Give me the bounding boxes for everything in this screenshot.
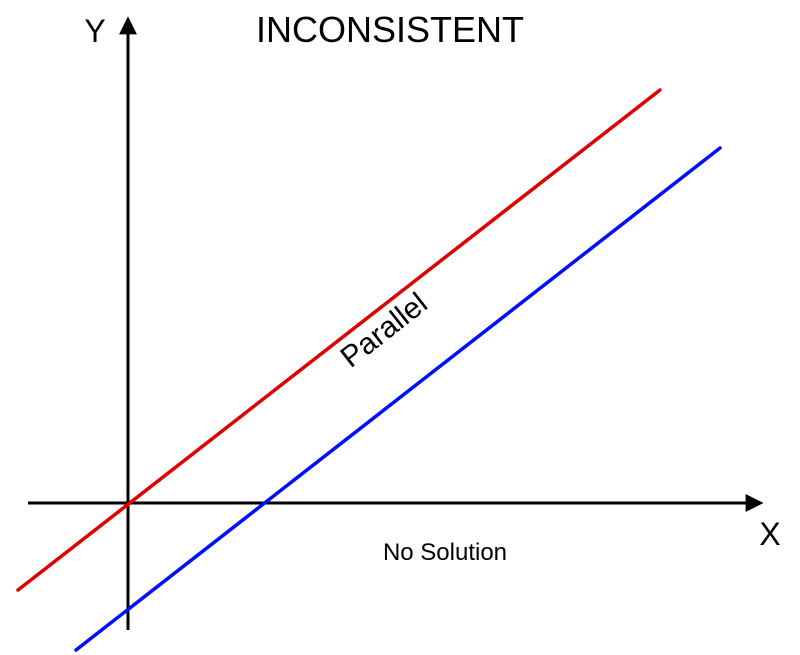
diagram-canvas: INCONSISTENTXYParallelNo Solution [0,0,800,655]
blue-line [76,148,720,650]
diagram-title: INCONSISTENT [256,9,524,50]
red-line [18,90,660,590]
x-axis-label: X [759,516,780,552]
no-solution-label: No Solution [383,539,507,566]
y-axis-label: Y [84,13,105,49]
